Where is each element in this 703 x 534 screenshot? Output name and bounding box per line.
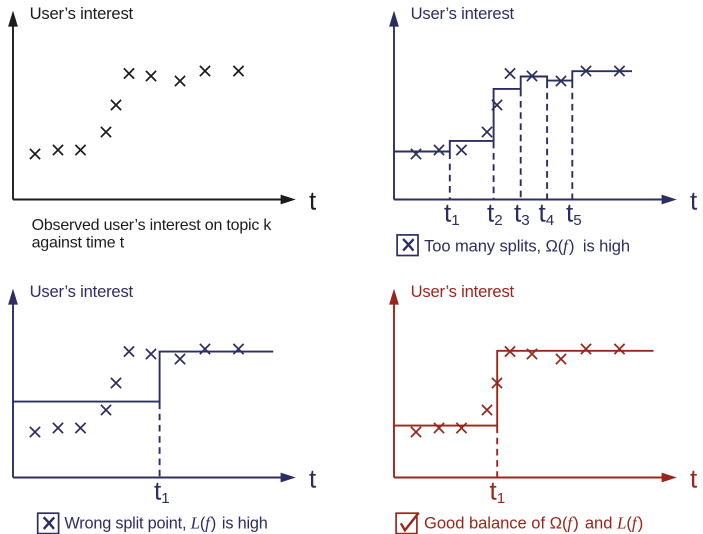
svg-text:User’s interest: User’s interest — [30, 4, 134, 23]
svg-text:Too many splits, Ω(f) is high: Too many splits, Ω(f) is high — [424, 236, 630, 255]
svg-text:Wrong split point, L(f) is hig: Wrong split point, L(f) is high — [64, 513, 267, 532]
svg-text:Good balance of Ω(f) and L(f): Good balance of Ω(f) and L(f) — [424, 514, 643, 533]
svg-text:Observed user’s interest on to: Observed user’s interest on topic k — [32, 217, 273, 234]
svg-text:User’s interest: User’s interest — [411, 282, 515, 301]
svg-text:User’s interest: User’s interest — [411, 4, 515, 23]
svg-text:t: t — [309, 185, 317, 215]
svg-text:t: t — [690, 463, 698, 493]
svg-text:against time t: against time t — [32, 234, 125, 251]
svg-text:t: t — [690, 185, 698, 215]
svg-text:User’s interest: User’s interest — [30, 282, 134, 301]
svg-text:t: t — [309, 463, 317, 493]
